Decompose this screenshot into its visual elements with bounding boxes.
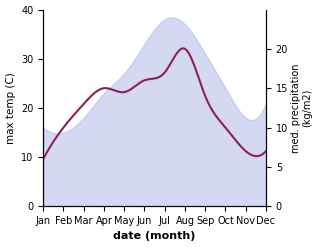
Y-axis label: med. precipitation
(kg/m2): med. precipitation (kg/m2) <box>291 63 313 153</box>
Y-axis label: max temp (C): max temp (C) <box>5 72 16 144</box>
X-axis label: date (month): date (month) <box>114 231 196 242</box>
